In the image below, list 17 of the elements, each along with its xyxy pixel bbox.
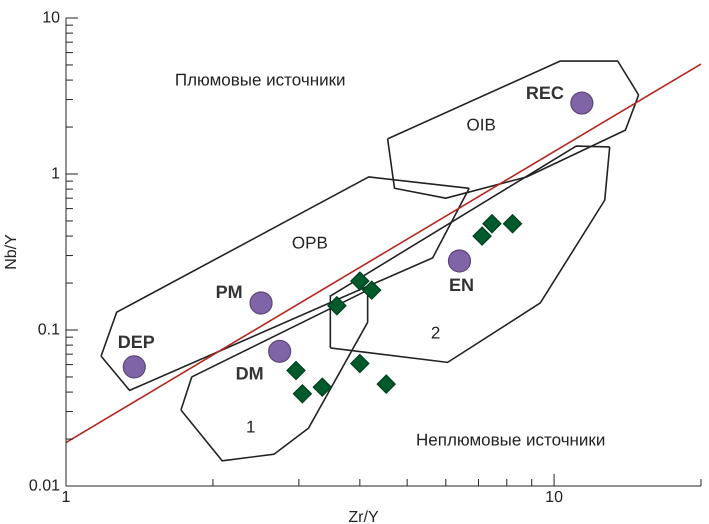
y-tick-label: 1 <box>51 166 60 182</box>
x-axis-title: Zr/Y <box>348 509 379 524</box>
annotation: Неплюмовые источники <box>416 430 606 450</box>
y-tick-label: 10 <box>42 10 60 26</box>
annotation: OPB <box>292 234 328 253</box>
y-tick-label: 0.1 <box>38 322 60 338</box>
series-label: REC <box>526 83 564 104</box>
annotation: 1 <box>246 417 256 436</box>
series-label: PM <box>216 282 243 302</box>
series-label: DEP <box>118 332 155 352</box>
y-tick-label: 0.01 <box>28 478 60 494</box>
annotation: 2 <box>430 323 440 342</box>
series-label: EN <box>448 274 474 295</box>
y-axis-title: Nb/Y <box>3 234 20 270</box>
annotation: OIB <box>466 116 496 135</box>
annotation: Плюмовые источники <box>174 70 346 90</box>
series-label: DM <box>236 363 264 384</box>
